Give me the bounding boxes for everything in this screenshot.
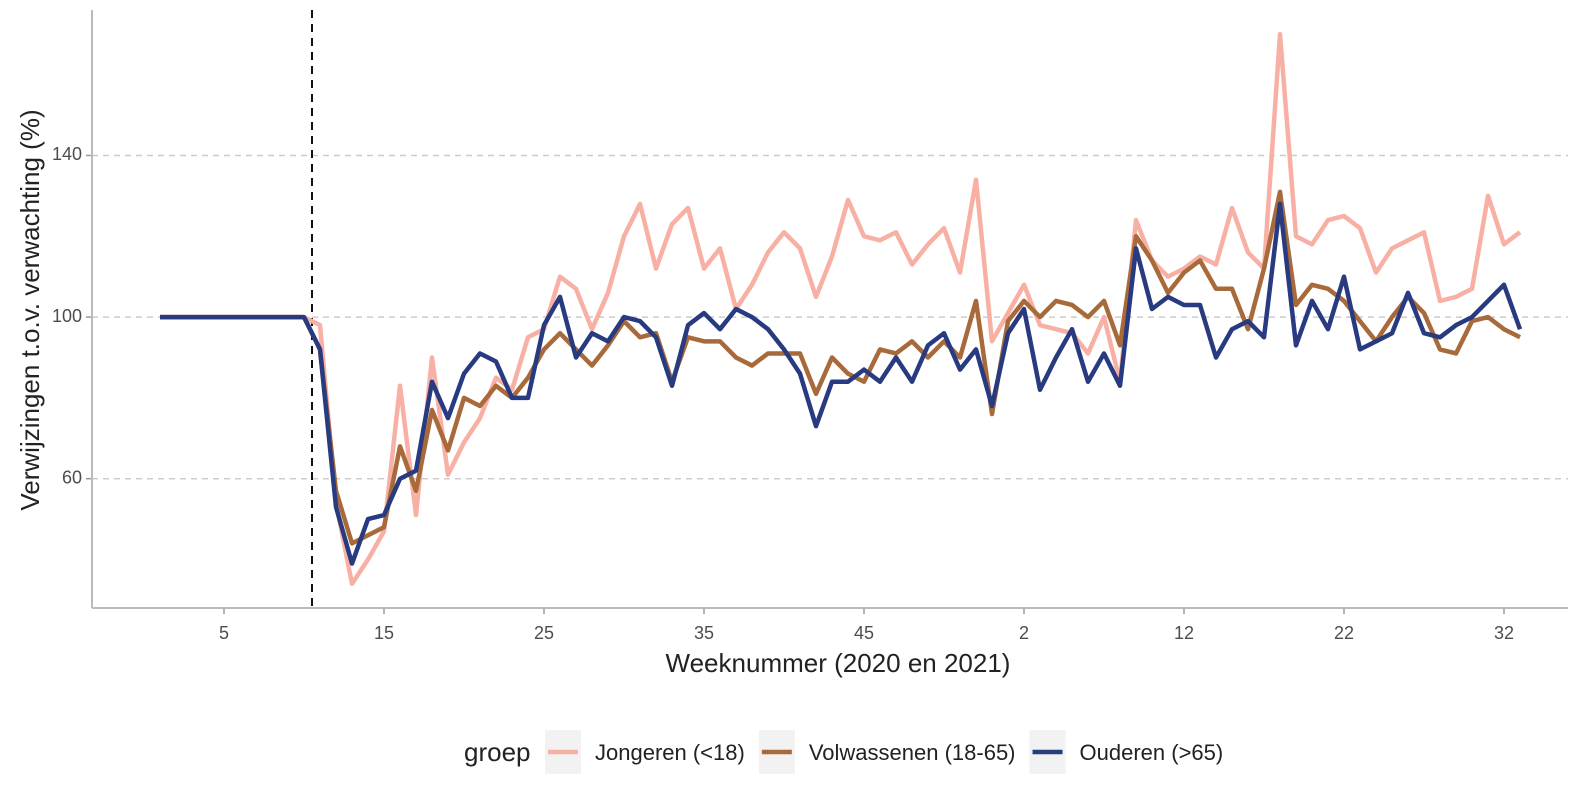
y-tick-label: 100 — [52, 306, 82, 326]
x-tick-label: 12 — [1174, 623, 1194, 643]
x-tick-label: 5 — [219, 623, 229, 643]
series-line — [160, 189, 1522, 546]
x-axis-title: Weeknummer (2020 en 2021) — [666, 648, 1011, 678]
x-tick-label: 32 — [1494, 623, 1514, 643]
series-line — [160, 201, 1523, 566]
x-tick-label: 15 — [374, 623, 394, 643]
legend-label: Volwassenen (18-65) — [809, 740, 1016, 765]
legend-label: Jongeren (<18) — [595, 740, 745, 765]
x-tick-label: 2 — [1019, 623, 1029, 643]
legend-title: groep — [464, 737, 531, 767]
x-tick-label: 22 — [1334, 623, 1354, 643]
x-tick-label: 45 — [854, 623, 874, 643]
legend-label: Ouderen (>65) — [1080, 740, 1224, 765]
x-tick-label: 35 — [694, 623, 714, 643]
y-tick-label: 60 — [62, 467, 82, 487]
y-tick-label: 140 — [52, 144, 82, 164]
y-axis-title: Verwijzingen t.o.v. verwachting (%) — [15, 109, 45, 510]
x-tick-label: 25 — [534, 623, 554, 643]
